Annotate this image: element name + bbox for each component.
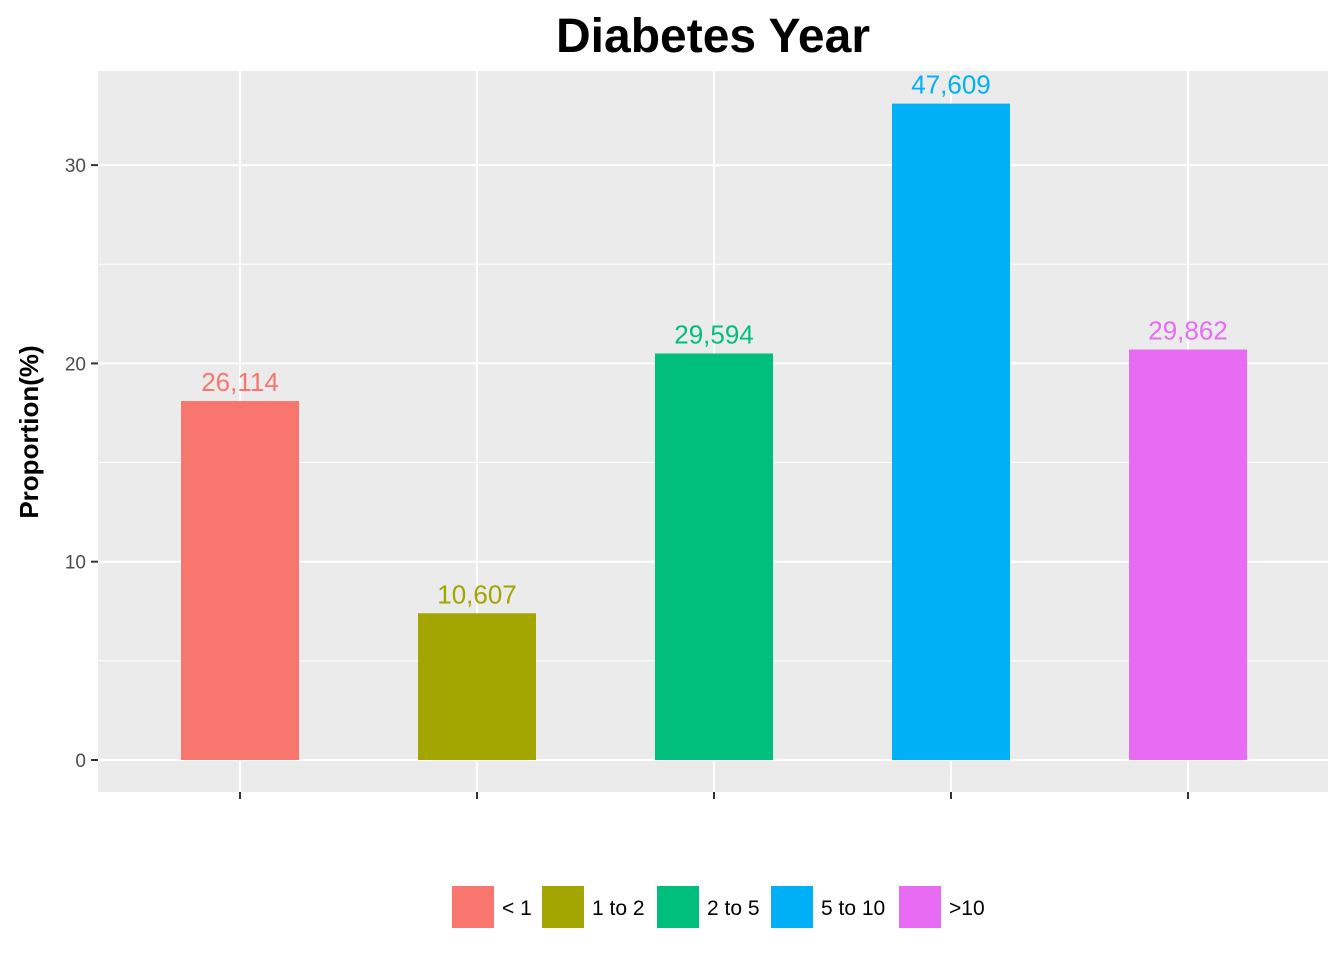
data-label: 10,607: [437, 579, 517, 609]
legend-key: [771, 886, 813, 928]
y-axis: 0 10 20 30: [65, 156, 98, 772]
legend-label: < 1: [502, 897, 532, 920]
data-label: 26,114: [201, 367, 279, 397]
x-axis: [239, 792, 1189, 799]
data-label: 29,862: [1148, 316, 1228, 346]
legend-key: [657, 886, 699, 928]
data-label: 29,594: [674, 319, 754, 349]
data-label: 47,609: [911, 70, 991, 100]
legend-label: 5 to 10: [821, 897, 885, 920]
chart-title: Diabetes Year: [556, 10, 870, 63]
bar: [181, 401, 299, 760]
legend-key: [542, 886, 584, 928]
y-tick-label: 30: [65, 156, 86, 177]
legend-key: [452, 886, 494, 928]
bar: [892, 103, 1010, 760]
legend-key: [899, 886, 941, 928]
bar: [418, 613, 536, 760]
bars: [181, 103, 1247, 760]
legend-label: 1 to 2: [592, 897, 645, 920]
y-tick-label: 10: [65, 553, 86, 574]
bar: [655, 353, 773, 760]
bar: [1129, 349, 1247, 760]
y-axis-title: Proportion(%): [14, 345, 44, 518]
legend: < 1 1 to 2 2 to 5 5 to 10 >10: [452, 886, 985, 928]
y-tick-label: 0: [75, 751, 86, 772]
legend-label: >10: [949, 897, 985, 920]
legend-label: 2 to 5: [707, 897, 760, 920]
data-labels: 26,114 10,607 29,594 47,609 29,862: [201, 70, 1228, 610]
y-tick-label: 20: [65, 354, 86, 375]
